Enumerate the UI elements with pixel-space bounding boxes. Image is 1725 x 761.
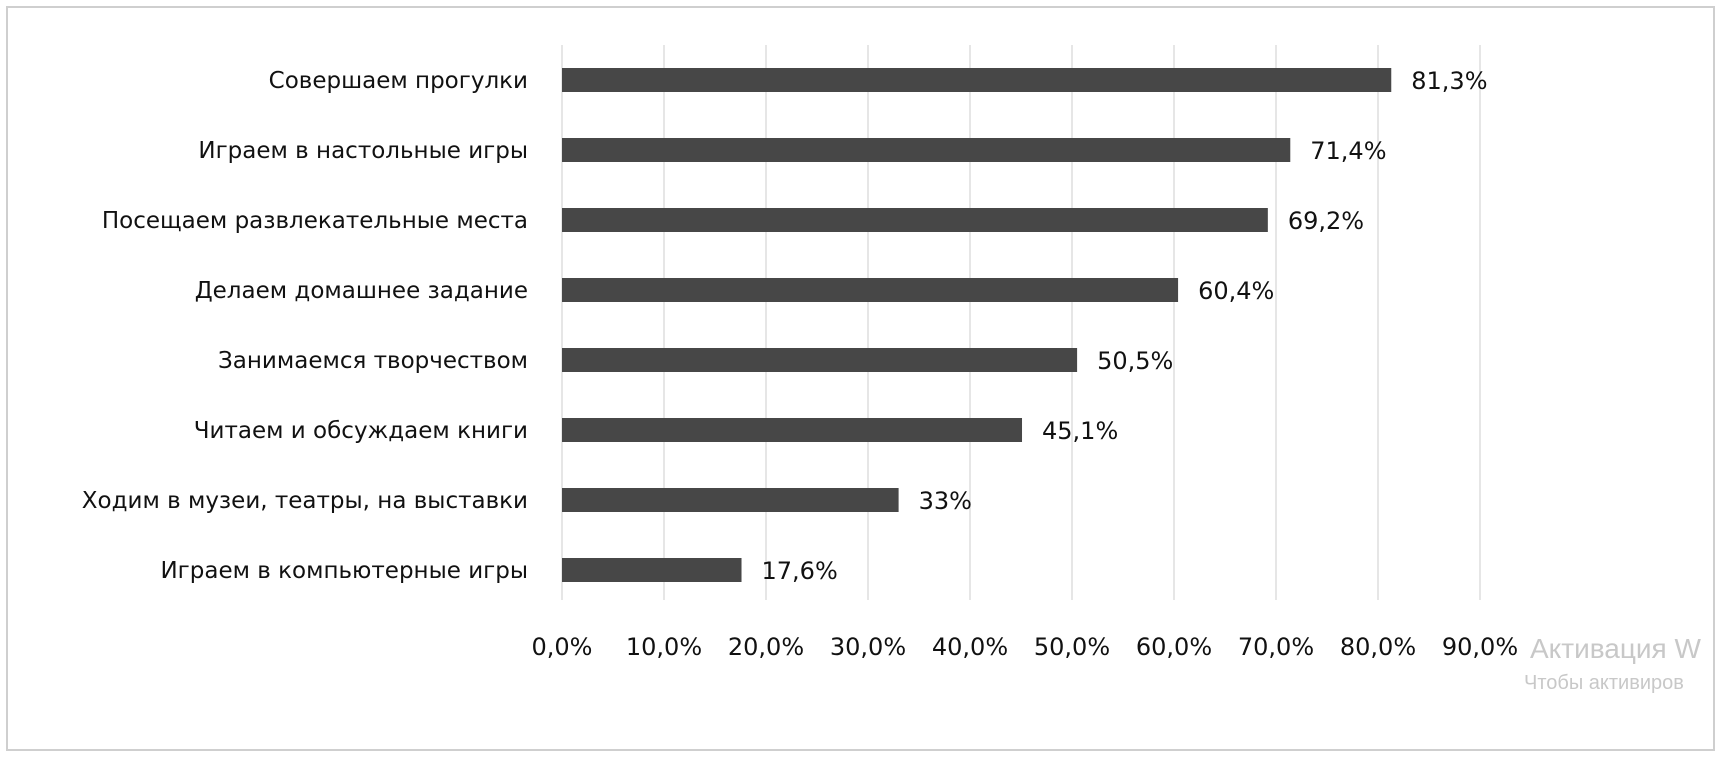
x-tick-label: 60,0% xyxy=(1136,633,1212,661)
chart-frame xyxy=(6,6,1715,751)
category-label: Ходим в музеи, театры, на выставки xyxy=(82,488,528,514)
x-tick-label: 30,0% xyxy=(830,633,906,661)
bar xyxy=(562,138,1291,162)
bar xyxy=(562,208,1268,232)
x-tick-label: 80,0% xyxy=(1340,633,1416,661)
data-label: 69,2% xyxy=(1288,207,1364,235)
x-tick-label: 90,0% xyxy=(1442,633,1518,661)
x-tick-label: 50,0% xyxy=(1034,633,1110,661)
bar xyxy=(562,348,1078,372)
bar xyxy=(562,488,899,512)
category-label: Читаем и обсуждаем книги xyxy=(194,418,528,444)
bar xyxy=(562,558,742,582)
x-tick-label: 10,0% xyxy=(626,633,702,661)
data-label: 45,1% xyxy=(1042,417,1118,445)
watermark-line-1: Активация W xyxy=(1530,633,1701,664)
bar xyxy=(562,68,1392,92)
data-label: 71,4% xyxy=(1310,137,1386,165)
category-label: Делаем домашнее задание xyxy=(195,278,528,304)
x-tick-label: 0,0% xyxy=(532,633,593,661)
x-tick-label: 70,0% xyxy=(1238,633,1314,661)
bar xyxy=(562,278,1179,302)
category-label: Совершаем прогулки xyxy=(269,68,528,94)
category-label: Играем в настольные игры xyxy=(198,138,528,164)
data-label: 81,3% xyxy=(1411,67,1487,95)
x-tick-label: 40,0% xyxy=(932,633,1008,661)
data-label: 17,6% xyxy=(762,557,838,585)
bar xyxy=(562,418,1023,442)
x-tick-label: 20,0% xyxy=(728,633,804,661)
category-label: Посещаем развлекательные места xyxy=(102,208,528,234)
data-label: 60,4% xyxy=(1198,277,1274,305)
category-label: Играем в компьютерные игры xyxy=(160,558,528,584)
data-label: 50,5% xyxy=(1097,347,1173,375)
data-label: 33% xyxy=(919,487,972,515)
category-label: Занимаемся творчеством xyxy=(218,348,528,374)
watermark-line-2: Чтобы активиров xyxy=(1524,672,1684,694)
